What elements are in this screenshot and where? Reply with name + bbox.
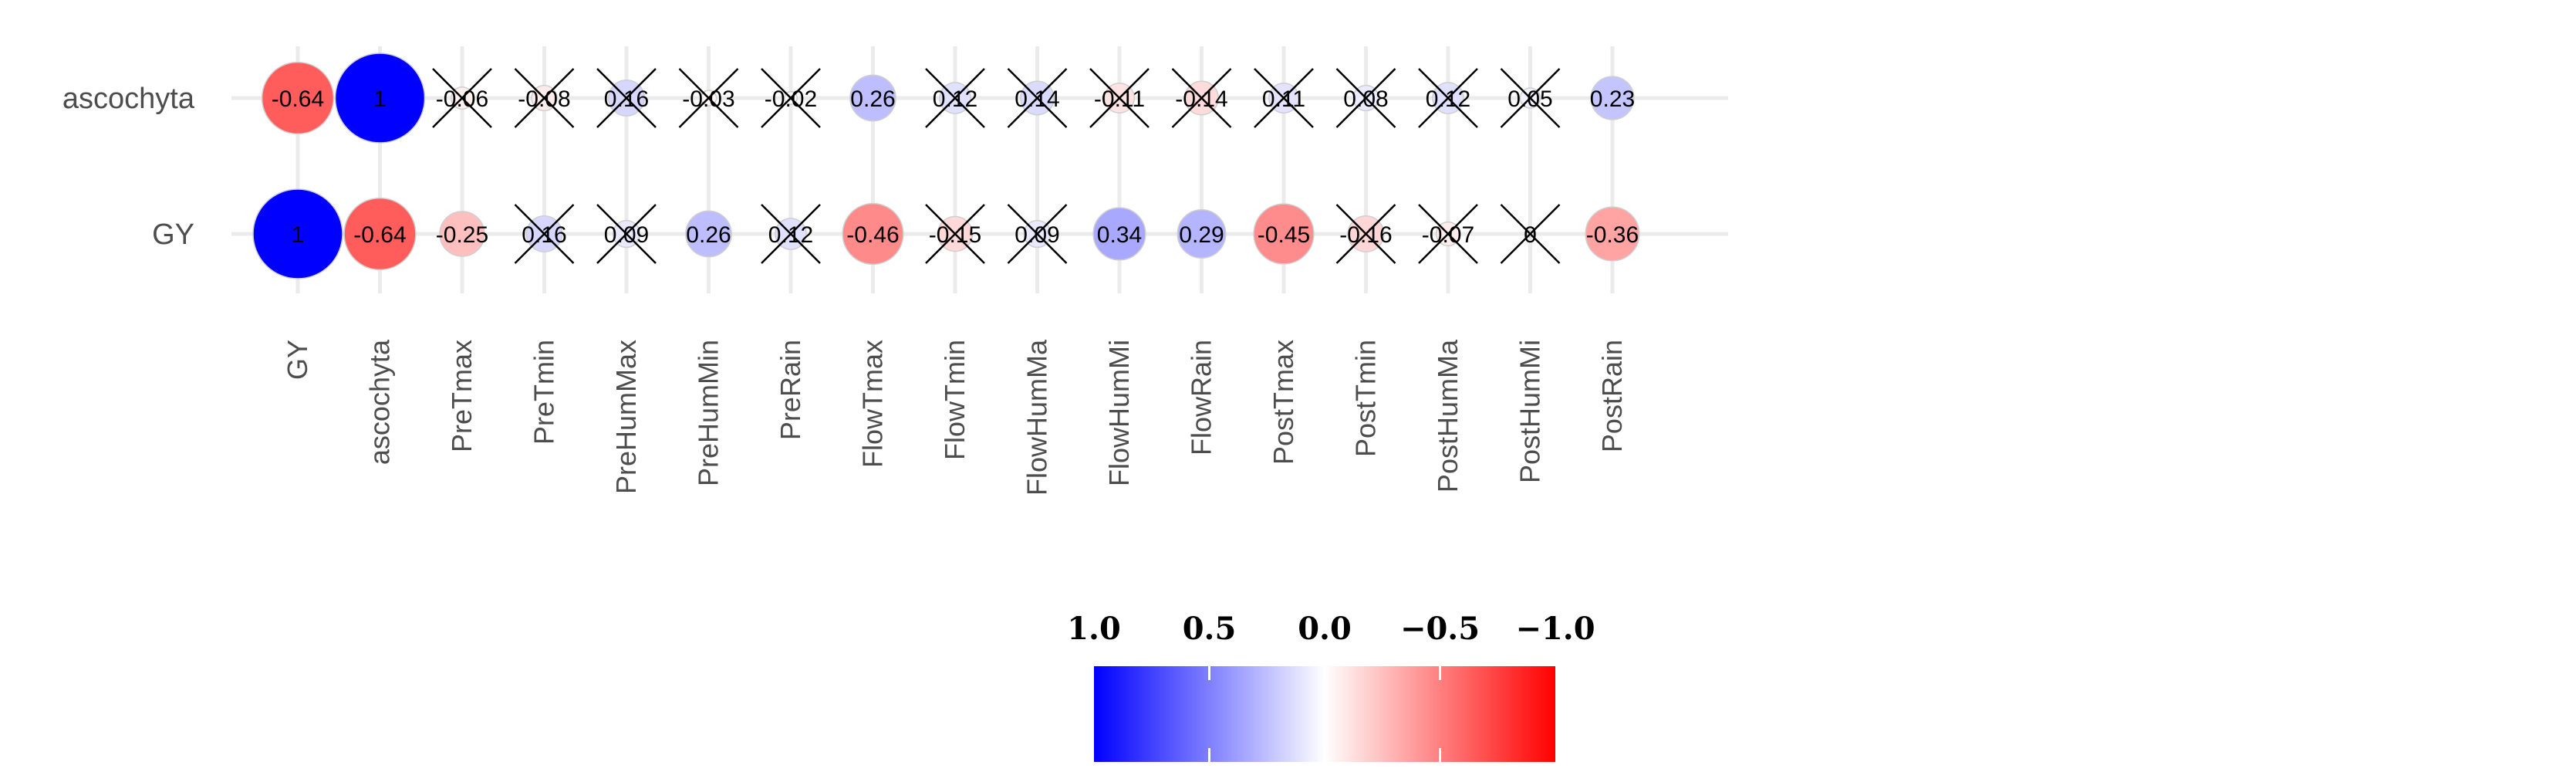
insignificant-cross [432,68,492,128]
correlation-circle [439,211,485,257]
correlation-value: -0.64 [353,222,406,248]
insignificant-cross [1007,204,1068,264]
legend-tick-label: −0.5 [1400,611,1480,647]
insignificant-cross [1335,204,1396,264]
correlation-circle [1177,209,1227,259]
correlation-value: -0.46 [846,222,899,248]
legend-tick-label: −1.0 [1515,611,1595,647]
column-label: PostHumMa [1432,339,1464,493]
insignificant-cross [761,68,821,128]
insignificant-cross [1335,68,1396,128]
correlation-value: 0.29 [1179,222,1224,248]
legend-tick-label: 1.0 [1067,611,1121,647]
correlation-value: -0.36 [1586,222,1639,248]
correlation-value: 0.34 [1097,222,1142,248]
correlation-value: 0.26 [686,222,731,248]
correlation-circle [1585,206,1640,262]
column-label: PostTmin [1350,340,1382,457]
correlation-value: -0.25 [436,222,488,248]
column-label: PreHumMin [693,340,724,486]
correlation-circle [334,52,426,144]
row-labels: ascochyta GY [62,83,195,251]
column-label: PostHumMi [1514,340,1546,483]
insignificant-cross [596,68,657,128]
legend-tick-label: 0.5 [1183,611,1237,647]
color-legend: 1.0 0.5 0.0 −0.5 −1.0 [1067,611,1595,762]
correlation-circle [685,210,732,258]
insignificant-cross [514,68,575,128]
column-label: ascochyta [364,339,396,465]
column-labels: GY ascochyta PreTmax PreTmin PreHumMax PreHum… [282,339,1628,496]
insignificant-cross [1254,68,1314,128]
column-label: PreTmin [528,340,560,445]
column-label: FlowHumMa [1021,339,1053,496]
insignificant-cross [596,204,657,264]
column-label: PreTmax [446,340,478,452]
correlation-circle [1092,207,1146,261]
legend-color-bar [1094,666,1555,762]
column-label: PostRain [1596,340,1628,452]
insignificant-cross [925,68,985,128]
column-label: PostTmax [1268,340,1299,465]
column-label: FlowTmax [857,340,889,468]
column-label: FlowRain [1186,340,1217,455]
insignificant-cross [1418,68,1478,128]
insignificant-cross [1171,68,1232,128]
correlation-circle [252,188,343,279]
legend-tick-label: 0.0 [1298,611,1352,647]
column-label: FlowHumMi [1103,340,1135,486]
correlation-value: 0.26 [850,86,895,112]
column-label: PreHumMax [610,340,642,494]
insignificant-cross [925,204,985,264]
grid-lines [231,46,1728,293]
insignificant-cross [761,204,821,264]
correlation-circle [343,197,417,271]
column-label: GY [282,340,313,380]
correlation-value: 1 [373,86,387,112]
insignificant-cross [1418,204,1478,264]
correlation-circle [1590,76,1635,120]
insignificant-cross [1500,68,1561,128]
row-label: ascochyta [62,83,195,115]
correlation-cells: -0.641-0.06-0.080.16-0.03-0.020.260.120.… [252,52,1640,279]
insignificant-cross [1007,68,1068,128]
correlation-circle [849,74,896,122]
insignificant-cross [678,68,739,128]
correlation-circle [842,202,904,266]
correlation-value: -0.45 [1258,222,1310,248]
correlation-value: 1 [292,222,305,248]
correlation-circle [1253,203,1315,265]
column-label: FlowTmin [939,340,971,460]
row-label: GY [152,218,194,251]
correlation-value: 0.23 [1590,86,1635,112]
insignificant-cross [1089,68,1150,128]
column-label: PreRain [775,340,806,440]
correlation-value: -0.64 [272,86,324,112]
insignificant-cross [514,204,575,264]
insignificant-cross [1500,204,1561,264]
correlation-circle [261,61,335,135]
